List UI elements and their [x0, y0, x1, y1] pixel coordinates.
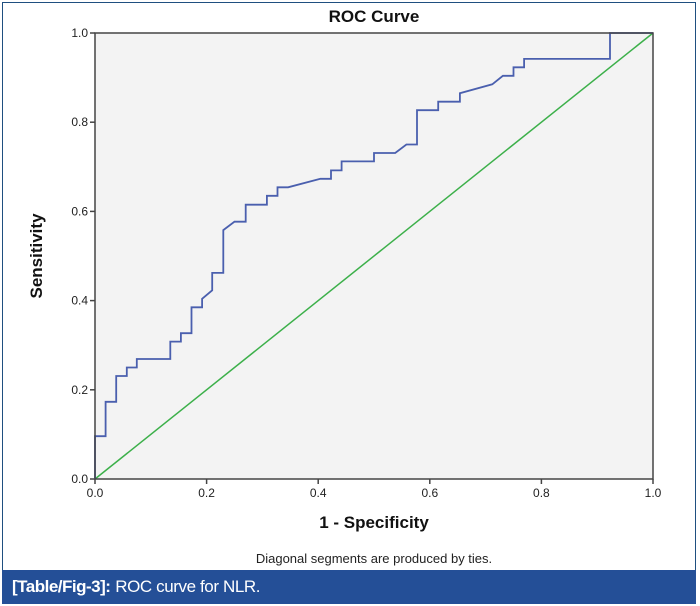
- x-tick-label: 0.2: [198, 486, 215, 500]
- x-tick-label: 1.0: [645, 486, 662, 500]
- y-axis-label: Sensitivity: [27, 213, 46, 299]
- x-tick-label: 0.8: [533, 486, 550, 500]
- y-tick-label: 0.2: [71, 383, 88, 397]
- plot-border: [94, 32, 654, 480]
- x-tick-label: 0.0: [87, 486, 104, 500]
- footnote: Diagonal segments are produced by ties.: [256, 551, 492, 566]
- y-tick-label: 1.0: [71, 26, 88, 40]
- caption-text: ROC curve for NLR.: [115, 577, 261, 596]
- y-tick-label: 0.8: [71, 115, 88, 129]
- y-tick-label: 0.0: [71, 472, 88, 486]
- chart-title: ROC Curve: [329, 7, 420, 26]
- y-tick-label: 0.6: [71, 204, 88, 218]
- roc-curve-line: [94, 32, 653, 479]
- x-axis-label: 1 - Specificity: [319, 513, 429, 532]
- caption-label: [Table/Fig-3]:: [12, 577, 111, 596]
- figure-caption: [Table/Fig-3]: ROC curve for NLR.: [2, 570, 696, 604]
- x-tick-label: 0.4: [310, 486, 327, 500]
- y-tick-label: 0.4: [71, 294, 88, 308]
- x-tick-label: 0.6: [421, 486, 438, 500]
- reference-diagonal-line: [94, 32, 654, 480]
